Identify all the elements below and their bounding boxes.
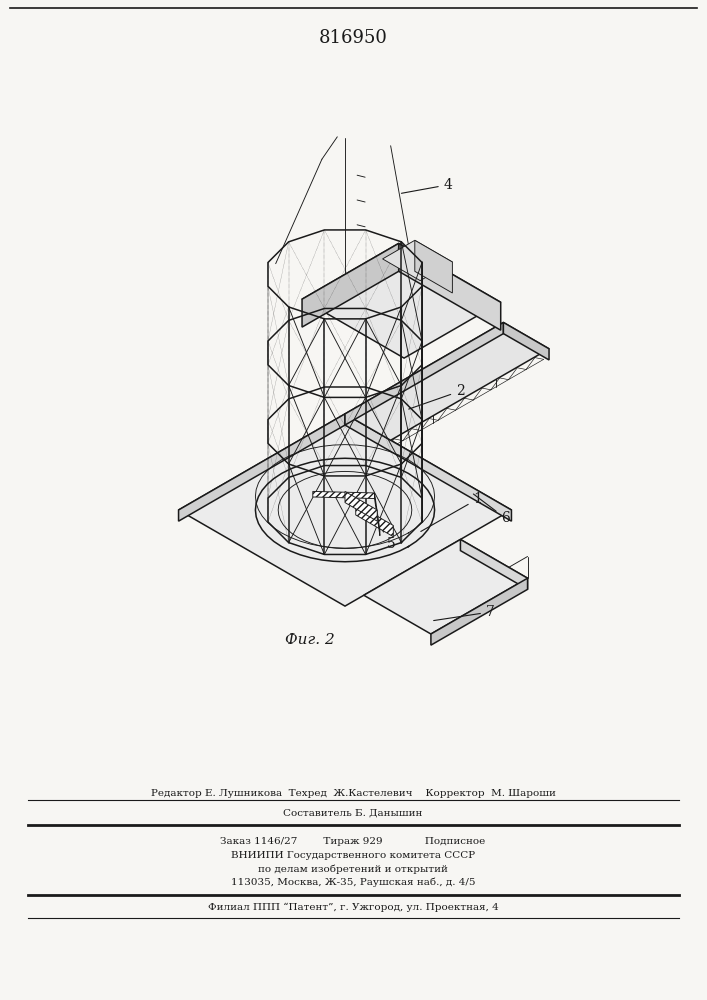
Polygon shape	[302, 243, 501, 358]
Text: Составитель Б. Данышин: Составитель Б. Данышин	[284, 808, 423, 818]
Polygon shape	[382, 240, 452, 281]
Polygon shape	[356, 504, 393, 537]
Polygon shape	[345, 322, 503, 425]
Polygon shape	[179, 414, 345, 521]
Text: 816950: 816950	[319, 29, 387, 47]
Text: Филиал ППП “Патент”, г. Ужгород, ул. Проектная, 4: Филиал ППП “Патент”, г. Ужгород, ул. Про…	[208, 902, 498, 912]
Polygon shape	[431, 578, 527, 645]
Text: 113035, Москва, Ж-35, Раушская наб., д. 4/5: 113035, Москва, Ж-35, Раушская наб., д. …	[230, 877, 475, 887]
Polygon shape	[415, 240, 452, 293]
Polygon shape	[312, 491, 375, 499]
Polygon shape	[179, 414, 511, 606]
Polygon shape	[460, 539, 527, 589]
Text: 2: 2	[409, 384, 464, 409]
Polygon shape	[399, 243, 501, 330]
Text: ВНИИПИ Государственного комитета СССР: ВНИИПИ Государственного комитета СССР	[231, 852, 475, 860]
Text: 7: 7	[433, 605, 495, 621]
Text: Заказ 1146/27        Тираж 929             Подписное: Заказ 1146/27 Тираж 929 Подписное	[221, 836, 486, 846]
Polygon shape	[302, 243, 399, 327]
Polygon shape	[503, 322, 549, 360]
Text: по делам изобретений и открытий: по делам изобретений и открытий	[258, 864, 448, 874]
Text: 1: 1	[421, 492, 482, 531]
Text: 4: 4	[402, 178, 452, 193]
Polygon shape	[375, 493, 380, 536]
Text: Редактор Е. Лушникова  Техред  Ж.Кастелевич    Корректор  М. Шароши: Редактор Е. Лушникова Техред Ж.Кастелеви…	[151, 788, 556, 798]
Text: 6: 6	[474, 494, 510, 525]
Polygon shape	[345, 414, 511, 521]
Text: Фиг. 2: Фиг. 2	[285, 633, 335, 647]
Polygon shape	[364, 539, 527, 634]
Polygon shape	[345, 322, 549, 440]
Polygon shape	[345, 491, 378, 521]
Text: 5: 5	[368, 506, 395, 551]
